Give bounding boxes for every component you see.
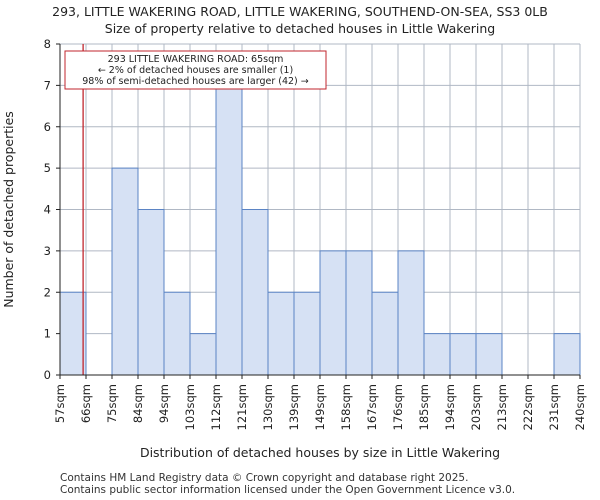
bar-75sqm — [111, 167, 139, 376]
footer-copyright: Contains HM Land Registry data © Crown c… — [60, 472, 469, 484]
x-tick-label-84sqm: 84sqm — [131, 384, 145, 423]
bar-158sqm — [345, 250, 373, 376]
y-tick-label-8: 8 — [44, 37, 51, 51]
x-axis-label: Distribution of detached houses by size … — [140, 445, 500, 460]
y-tick-labels: 0 1 2 3 4 5 6 7 8 — [44, 37, 60, 382]
y-tick-label-1: 1 — [44, 327, 51, 341]
bar-139sqm — [293, 291, 321, 376]
x-tick-label-222sqm: 222sqm — [521, 384, 535, 430]
histogram-chart: 0 1 2 3 4 5 6 7 8 57sqm 66sqm 75sqm 84sqm 94sqm 103sq… — [1, 37, 587, 460]
bar-185sqm — [423, 333, 451, 376]
chart-title: 293, LITTLE WAKERING ROAD, LITTLE WAKERI… — [52, 4, 548, 19]
bar-57sqm — [59, 291, 87, 376]
bar-112sqm — [215, 84, 243, 376]
bars-group — [59, 84, 581, 376]
x-tick-label-66sqm: 66sqm — [79, 384, 93, 423]
bar-149sqm — [319, 250, 347, 376]
x-tick-label-75sqm: 75sqm — [105, 384, 119, 423]
y-axis-label: Number of detached properties — [1, 111, 16, 308]
x-tick-label-167sqm: 167sqm — [365, 384, 379, 430]
x-tick-label-130sqm: 130sqm — [261, 384, 275, 430]
y-tick-label-4: 4 — [44, 203, 51, 217]
x-tick-label-213sqm: 213sqm — [495, 384, 509, 430]
footer-licence: Contains public sector information licen… — [60, 484, 516, 496]
bar-121sqm — [241, 209, 269, 376]
bar-203sqm — [475, 333, 503, 376]
bar-194sqm — [449, 333, 477, 376]
x-tick-label-176sqm: 176sqm — [391, 384, 405, 430]
x-tick-label-57sqm: 57sqm — [53, 384, 67, 423]
x-tick-label-194sqm: 194sqm — [443, 384, 457, 430]
x-tick-label-121sqm: 121sqm — [235, 384, 249, 430]
x-tick-label-231sqm: 231sqm — [547, 384, 561, 430]
y-tick-label-7: 7 — [44, 78, 51, 92]
annotation-line-3: 98% of semi-detached houses are larger (… — [82, 76, 309, 87]
bar-176sqm — [397, 250, 425, 376]
bar-103sqm — [189, 333, 217, 376]
bar-231sqm — [553, 333, 581, 376]
bar-94sqm — [163, 291, 191, 376]
y-tick-label-5: 5 — [44, 161, 51, 175]
annotation-line-2: ← 2% of detached houses are smaller (1) — [98, 65, 293, 76]
x-tick-label-94sqm: 94sqm — [157, 384, 171, 423]
x-tick-label-112sqm: 112sqm — [209, 384, 223, 430]
x-tick-label-203sqm: 203sqm — [469, 384, 483, 430]
y-tick-label-3: 3 — [44, 244, 51, 258]
x-tick-label-103sqm: 103sqm — [183, 384, 197, 430]
annotation-line-1: 293 LITTLE WAKERING ROAD: 65sqm — [108, 54, 284, 65]
chart-subtitle: Size of property relative to detached ho… — [104, 21, 496, 36]
annotation-border — [64, 50, 327, 90]
x-tick-labels: 57sqm 66sqm 75sqm 84sqm 94sqm 103sqm 112sqm 121… — [53, 375, 587, 430]
x-tick-label-240sqm: 240sqm — [573, 384, 587, 430]
y-tick-label-0: 0 — [44, 368, 51, 382]
bar-167sqm — [371, 291, 399, 376]
x-tick-label-158sqm: 158sqm — [339, 384, 353, 430]
y-tick-label-6: 6 — [44, 120, 51, 134]
x-tick-label-139sqm: 139sqm — [287, 384, 301, 430]
bar-84sqm — [137, 209, 165, 376]
annotation-box: 293 LITTLE WAKERING ROAD: 65sqm ← 2% of … — [64, 50, 327, 90]
bar-130sqm — [267, 291, 295, 376]
x-tick-label-149sqm: 149sqm — [313, 384, 327, 430]
y-tick-label-2: 2 — [44, 285, 51, 299]
x-tick-label-185sqm: 185sqm — [417, 384, 431, 430]
